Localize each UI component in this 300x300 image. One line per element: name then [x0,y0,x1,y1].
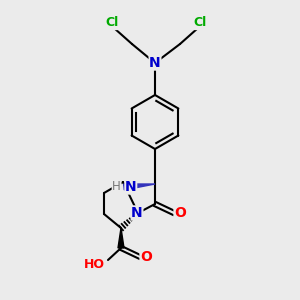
Text: Cl: Cl [194,16,207,29]
Text: H: H [112,181,121,194]
Text: O: O [174,206,186,220]
Text: O: O [140,250,152,264]
Polygon shape [118,228,124,248]
Text: N: N [131,206,143,220]
Text: Cl: Cl [105,16,119,29]
Polygon shape [124,184,155,190]
Text: HO: HO [84,259,105,272]
Text: N: N [149,56,161,70]
Text: N: N [125,180,136,194]
